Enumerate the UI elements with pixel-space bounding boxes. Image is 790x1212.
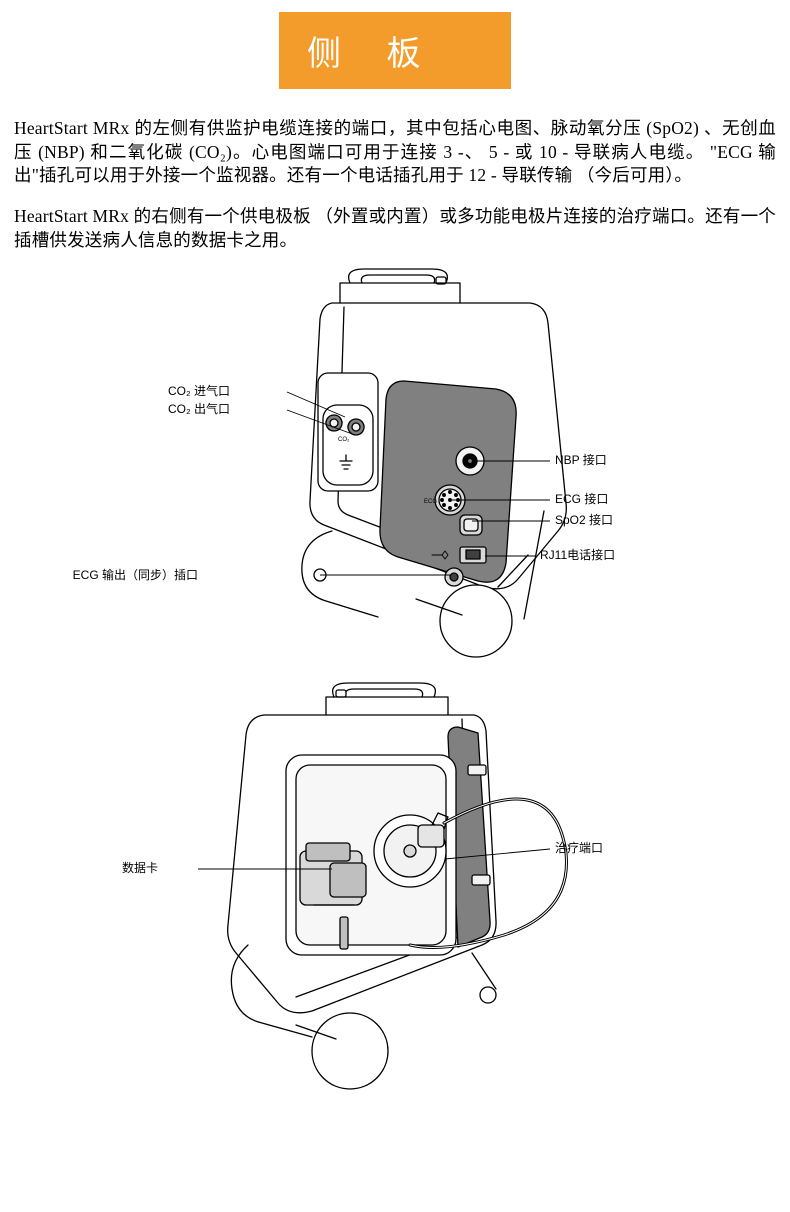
figure-left-side: ECG CO₂	[0, 265, 790, 675]
label-ecg-out: ECG 输出（同步）插口	[73, 566, 198, 583]
label-co2-in: CO₂ 进气口	[168, 382, 230, 399]
label-nbp: NBP 接口	[555, 451, 607, 468]
label-rj11: RJ11电话接口	[540, 546, 615, 563]
figure-right-side: 数据卡 治疗端口	[0, 675, 790, 1105]
label-ecg: ECG 接口	[555, 490, 608, 507]
label-co2-out: CO₂ 出气口	[168, 400, 230, 417]
label-spo2: SpO2 接口	[555, 511, 613, 528]
label-data-card: 数据卡	[122, 859, 158, 876]
label-therapy: 治疗端口	[555, 839, 603, 856]
svg-text:CO₂: CO₂	[338, 437, 350, 443]
paragraph-2: HeartStart MRx 的右侧有一个供电极板 （外置或内置）或多功能电极片…	[0, 205, 790, 252]
section-title: 侧 板	[279, 12, 511, 89]
paragraph-1: HeartStart MRx 的左侧有供监护电缆连接的端口，其中包括心电图、脉动…	[0, 117, 790, 188]
svg-text:ECG: ECG	[424, 499, 437, 505]
